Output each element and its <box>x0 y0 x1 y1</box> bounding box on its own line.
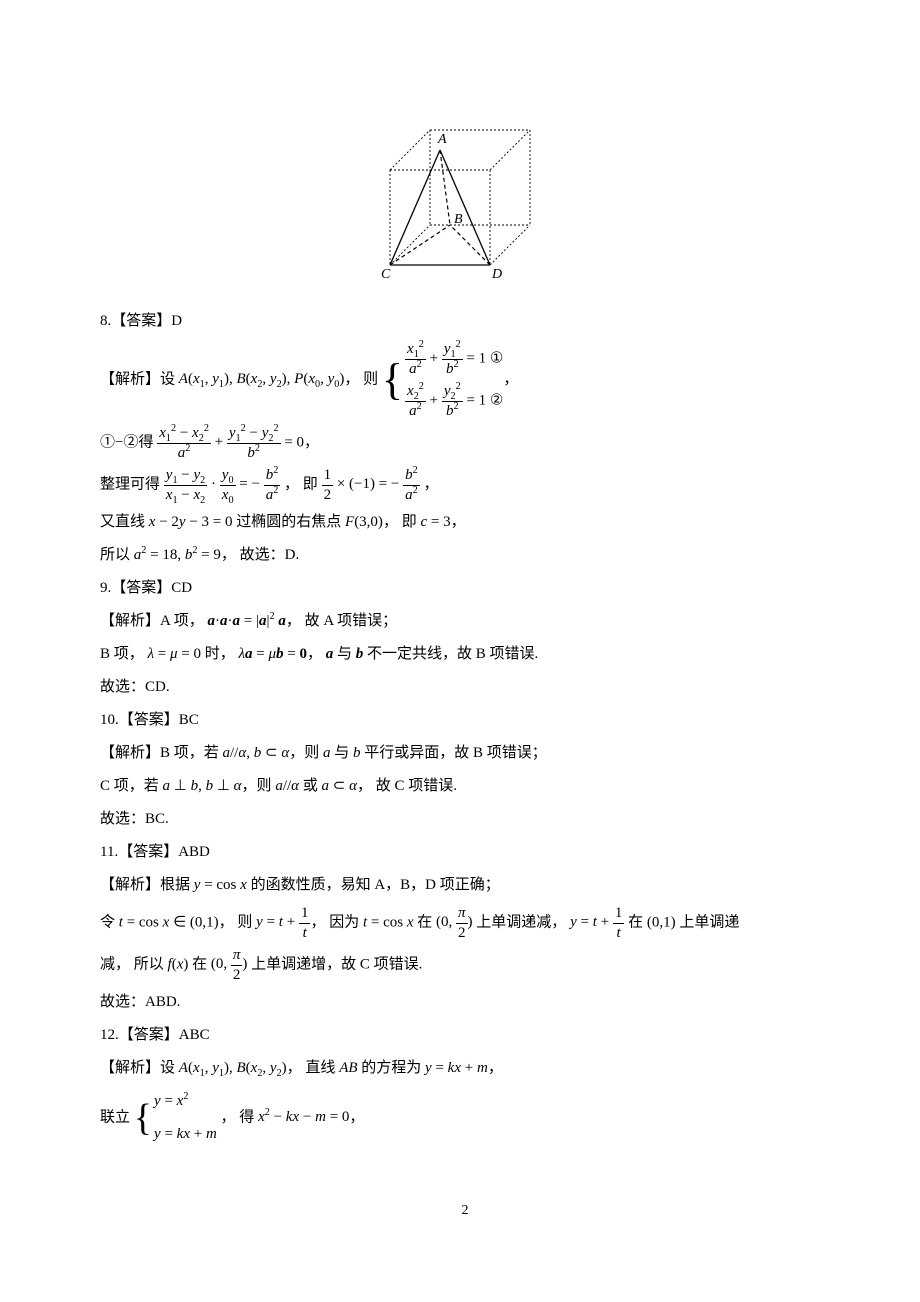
q10-b: 【解析】B 项，若 a//α, b ⊂ α，则 a 与 b 平行或异面，故 B … <box>100 740 830 767</box>
q12-joint-pre: 联立 <box>100 1109 134 1125</box>
svg-text:C: C <box>381 267 391 280</box>
q12-setup: 【解析】设 A(x1, y1), B(x2, y2)， 直线 AB 的方程为 y… <box>100 1055 830 1082</box>
q8-rearr-prefix: 整理可得 <box>100 476 164 492</box>
q8-sub: ①−②得 x12 − x22a2 + y12 − y22b2 = 0， <box>100 425 830 461</box>
tetra-cube-diagram: A B C D <box>100 110 830 290</box>
q9-title: 9.【答案】CD <box>100 575 830 602</box>
q11-p2: 令 t = cos x ∈ (0,1)， 则 y = t + 1t， 因为 t … <box>100 905 830 941</box>
q9-a-tail: ， 故 A 项错误； <box>286 613 397 629</box>
q12-system: { y = x2 y = kx + m <box>134 1088 217 1148</box>
svg-text:B: B <box>454 212 463 227</box>
q9-b: B 项， λ = μ = 0 时， λa = μb = 0， a 与 b 不一定… <box>100 641 830 668</box>
q9-choice: 故选：CD. <box>100 674 830 701</box>
q8-rearr-mid: ， 即 <box>284 476 322 492</box>
q10-choice: 故选：BC. <box>100 806 830 833</box>
q8-sub-prefix: ①−②得 <box>100 434 157 450</box>
q8-setup-prefix: 【解析】设 <box>100 371 179 387</box>
q8-focus: 又直线 x − 2y − 3 = 0 过椭圆的右焦点 F(3,0)， 即 c =… <box>100 509 830 536</box>
q11-p3: 减， 所以 f(x) 在 (0, π2) 上单调递增，故 C 项错误. <box>100 947 830 983</box>
q8-rearr: 整理可得 y1 − y2x1 − x2 · y0x0 = − b2a2 ， 即 … <box>100 467 830 503</box>
q8-result: 所以 a2 = 18, b2 = 9， 故选：D. <box>100 542 830 569</box>
q9-a-prefix: 【解析】A 项， <box>100 613 208 629</box>
q8-setup: 【解析】设 A(x1, y1), B(x2, y2), P(x0, y0)， 则… <box>100 341 830 419</box>
q11-title: 11.【答案】ABD <box>100 839 830 866</box>
q10-c: C 项，若 a ⊥ b, b ⊥ α，则 a//α 或 a ⊂ α， 故 C 项… <box>100 773 830 800</box>
q11-choice: 故选：ABD. <box>100 989 830 1016</box>
q9-a: 【解析】A 项， a·a·a = |a|2 a， 故 A 项错误； <box>100 608 830 635</box>
q8-sub-tail: = 0， <box>284 434 319 450</box>
diagram-svg: A B C D <box>370 110 560 280</box>
q8-rearr-tail: ， <box>423 476 438 492</box>
svg-text:A: A <box>437 132 447 147</box>
q12-joint: 联立 { y = x2 y = kx + m ， 得 x2 − kx − m =… <box>100 1088 830 1148</box>
q8-sys-tail: ， <box>503 371 518 387</box>
q12-title: 12.【答案】ABC <box>100 1022 830 1049</box>
q11-p1: 【解析】根据 y = cos x 的函数性质，易知 A，B，D 项正确； <box>100 872 830 899</box>
page-number: 2 <box>100 1198 830 1223</box>
svg-text:D: D <box>491 267 502 280</box>
q8-title: 8.【答案】D <box>100 308 830 335</box>
q8-system: { x12a2 + y12b2 = 1 ① x22a2 + y22b2 = 1 … <box>382 341 503 419</box>
q8-then: ， 则 <box>344 371 382 387</box>
q10-title: 10.【答案】BC <box>100 707 830 734</box>
